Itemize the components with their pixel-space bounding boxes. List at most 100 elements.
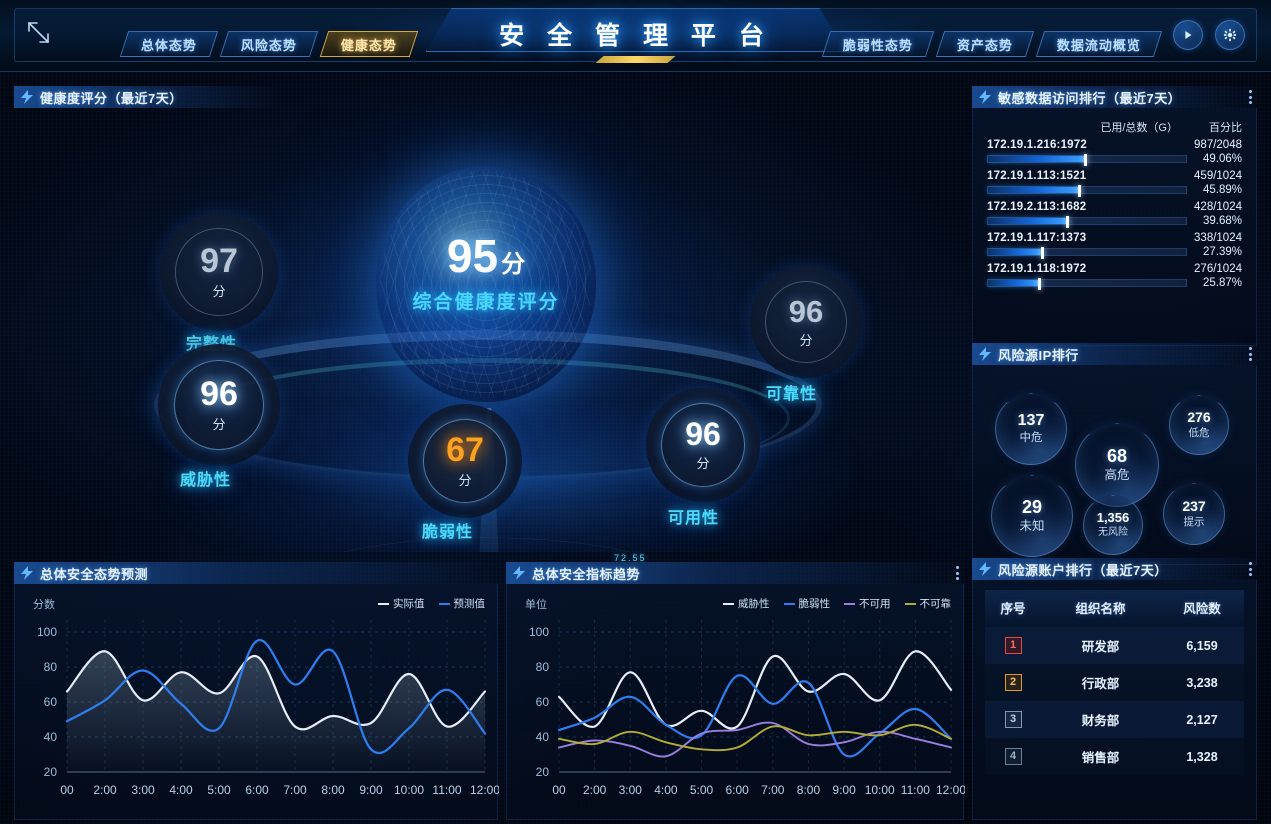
legend-item[interactable]: 威胁性 <box>723 596 770 611</box>
tab-asset-situation[interactable]: 资产态势 <box>935 31 1035 57</box>
panel-dots-icon <box>1249 90 1252 104</box>
x-tick-label: 7:00 <box>283 783 307 797</box>
risk-bubble[interactable]: 29 未知 <box>991 475 1073 557</box>
column-header-index: 序号 <box>985 590 1041 627</box>
sensitive-progress-fill <box>988 156 1086 162</box>
gauge-label-reliability: 可靠性 <box>766 386 818 403</box>
risk-bubble[interactable]: 137 中危 <box>995 393 1067 465</box>
x-tick-label: 7:00 <box>761 783 785 797</box>
tab-health-situation[interactable]: 健康态势 <box>319 31 419 57</box>
table-row[interactable]: 2 行政部 3,238 <box>985 664 1244 701</box>
risk-bubble-label: 未知 <box>1019 518 1045 533</box>
gauge-value: 96 <box>685 416 721 452</box>
legend-item[interactable]: 不可靠 <box>904 596 951 611</box>
panel-header: 风险源账户排行（最近7天） <box>972 558 1257 580</box>
risk-bubble-label: 提示 <box>1183 516 1205 529</box>
panel-title: 风险源IP排行 <box>998 347 1079 363</box>
legend-swatch <box>438 602 450 605</box>
gauge-inner-ring <box>764 280 848 364</box>
panel-header: 健康度评分（最近7天） <box>14 86 282 108</box>
tab-label: 数据流动概览 <box>1057 37 1142 53</box>
x-tick-label: 2:00 <box>93 783 117 797</box>
legend-label: 实际值 <box>393 598 425 610</box>
rank-badge: 3 <box>1004 711 1022 728</box>
risk-bubble-value: 237 <box>1182 498 1206 515</box>
legend-label: 不可用 <box>859 598 891 610</box>
sensitive-progress-knob <box>1038 278 1042 290</box>
gauge-label-availability: 可用性 <box>668 510 720 527</box>
gauge-label-vulnerability: 脆弱性 <box>422 524 474 541</box>
expand-arrows-icon[interactable] <box>24 18 54 48</box>
x-tick-label: 6:00 <box>245 783 269 797</box>
tab-overall-situation[interactable]: 总体态势 <box>119 31 219 57</box>
tab-vulnerability-situation[interactable]: 脆弱性态势 <box>821 31 935 57</box>
tab-label: 资产态势 <box>957 37 1014 53</box>
x-tick-label: 10:00 <box>394 783 424 797</box>
y-tick-label: 100 <box>37 625 57 639</box>
legend-item[interactable]: 脆弱性 <box>783 596 830 611</box>
column-header-count: 风险数 <box>1160 590 1244 627</box>
sensitive-row-percent: 45.89% <box>1202 184 1242 196</box>
sensitive-progress-track <box>987 247 1187 259</box>
gauge-vulnerability[interactable]: 67 分 <box>408 404 522 518</box>
panel-body: 分数 实际值 预测值 100 80 60 40 20 00 2:00 3:00 4:00 5:00 6… <box>14 584 500 820</box>
legend-item[interactable]: 预测值 <box>438 596 486 611</box>
legend-label: 预测值 <box>453 598 486 610</box>
risk-bubble[interactable]: 276 低危 <box>1169 395 1229 455</box>
composite-score: 95 分 <box>376 233 596 279</box>
panel-dots-icon <box>956 566 959 580</box>
cell-org: 行政部 <box>1041 664 1160 701</box>
risk-bubble[interactable]: 1,356 无风险 <box>1083 495 1143 555</box>
sensitive-row[interactable]: 172.19.2.113:1682 428/1024 39.68% <box>987 201 1242 228</box>
sensitive-row[interactable]: 172.19.1.216:1972 987/2048 49.06% <box>987 139 1242 166</box>
x-tick-label: 8:00 <box>797 783 821 797</box>
cell-count: 1,328 <box>1160 738 1244 775</box>
bolt-icon <box>978 90 992 104</box>
tab-data-flow-overview[interactable]: 数据流动概览 <box>1035 31 1163 57</box>
sensitive-progress-track <box>987 185 1187 197</box>
x-tick-label: 11:00 <box>432 783 461 797</box>
sensitive-row-percent: 27.39% <box>1202 246 1242 258</box>
table-row[interactable]: 1 研发部 6,159 <box>985 627 1244 664</box>
tab-risk-situation[interactable]: 风险态势 <box>219 31 319 57</box>
sensitive-row-percent: 49.06% <box>1202 153 1242 165</box>
gauge-integrity[interactable]: 97 分 <box>160 213 278 331</box>
panel-title: 风险源账户排行（最近7天） <box>998 562 1168 578</box>
risk-source-ip-panel: 风险源IP排行 137 中危 68 高危 276 低危 29 未知 1,356 无风险 237 提示 <box>972 343 1257 565</box>
table-header-row: 序号 组织名称 风险数 <box>985 590 1244 627</box>
legend-item[interactable]: 实际值 <box>378 596 425 611</box>
sensitive-row-ip: 172.19.1.113:1521 <box>987 170 1087 182</box>
sensitive-row-usage: 276/1024 <box>1194 263 1242 275</box>
play-icon[interactable] <box>1173 20 1203 50</box>
gauge-threat[interactable]: 96 分 <box>158 344 280 466</box>
cell-index: 4 <box>985 738 1041 775</box>
sensitive-row-usage: 428/1024 <box>1194 201 1242 213</box>
sensitive-progress-fill <box>988 187 1079 193</box>
chart-series-line <box>557 674 953 758</box>
gauge-availability[interactable]: 96 分 <box>646 388 760 502</box>
legend-swatch <box>844 602 855 605</box>
legend-item[interactable]: 不可用 <box>844 596 891 611</box>
x-tick-label: 4:00 <box>169 783 193 797</box>
sensitive-row-ip: 172.19.2.113:1682 <box>987 201 1087 213</box>
sensitive-data-panel: 敏感数据访问排行（最近7天） 已用/总数（G） 百分比 172.19.1.216… <box>972 86 1257 346</box>
gauge-reliability[interactable]: 96 分 <box>750 266 862 378</box>
risk-bubble[interactable]: 68 高危 <box>1075 423 1159 507</box>
x-tick-label: 5:00 <box>690 783 714 797</box>
x-tick-label: 9:00 <box>832 783 856 797</box>
sensitive-row[interactable]: 172.19.1.117:1373 338/1024 27.39% <box>987 232 1242 259</box>
legend-swatch <box>904 602 916 605</box>
panel-title: 敏感数据访问排行（最近7天） <box>998 90 1182 106</box>
column-header-org: 组织名称 <box>1041 590 1160 627</box>
gear-icon[interactable] <box>1215 20 1245 50</box>
x-tick-label: 3:00 <box>131 783 155 797</box>
sensitive-row[interactable]: 172.19.1.113:1521 459/1024 45.89% <box>987 170 1242 197</box>
table-row[interactable]: 4 销售部 1,328 <box>985 738 1244 775</box>
security-forecast-panel: 总体安全态势预测 分数 实际值 预测值 100 80 60 40 20 00 2:00 3:00… <box>14 562 500 820</box>
sensitive-row[interactable]: 172.19.1.118:1972 276/1024 25.87% <box>987 263 1242 290</box>
risk-bubble[interactable]: 237 提示 <box>1163 483 1225 545</box>
cell-index: 3 <box>985 701 1041 738</box>
table-row[interactable]: 3 财务部 2,127 <box>985 701 1244 738</box>
